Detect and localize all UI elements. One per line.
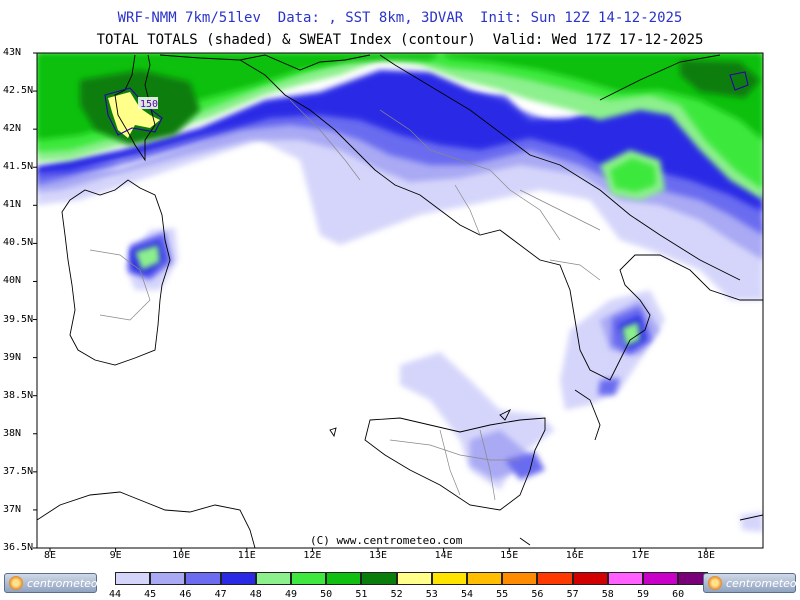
lon-label: 17E	[631, 550, 650, 561]
colorbar-label: 53	[425, 589, 438, 600]
lat-label: 37N	[3, 503, 22, 515]
logo-sun-icon	[708, 576, 722, 590]
colorbar-swatch	[643, 572, 679, 585]
lat-label: 38N	[3, 427, 22, 439]
colorbar-swatch	[572, 572, 608, 585]
logo-text-right: centrometeo	[726, 577, 797, 590]
colorbar-swatch	[185, 572, 221, 585]
lon-label: 10E	[172, 550, 191, 561]
axis-ticks	[33, 52, 707, 552]
lon-label: 13E	[368, 550, 388, 561]
colorbar-swatch	[220, 572, 256, 585]
lat-label: 40.5N	[3, 237, 34, 249]
colorbar-swatch	[467, 572, 503, 585]
colorbar-label: 52	[390, 589, 403, 600]
colorbar-swatch	[255, 572, 291, 585]
logo-text-left: centrometeo	[27, 577, 98, 590]
lon-label: 11E	[237, 550, 256, 561]
colorbar-swatch	[326, 572, 362, 585]
lat-label: 38.5N	[3, 389, 34, 401]
lon-label: 18E	[696, 550, 716, 561]
lat-label: 43N	[3, 47, 22, 58]
colorbar-swatch	[291, 572, 327, 585]
centrometeo-logo-left: centrometeo	[4, 573, 98, 593]
colorbar-swatch	[607, 572, 643, 585]
lon-label: 14E	[434, 550, 453, 561]
colorbar-label: 49	[284, 589, 298, 600]
colorbar-label: 47	[214, 589, 227, 600]
lon-label: 15E	[500, 550, 519, 561]
colorbar-label: 60	[672, 589, 685, 600]
shaded-field-52	[108, 92, 160, 138]
colorbar-swatch	[396, 572, 432, 585]
map-frame	[36, 52, 764, 549]
lat-label: 39.5N	[3, 313, 34, 325]
colorbar-label: 57	[566, 589, 579, 600]
colorbar-label: 50	[320, 589, 333, 600]
lat-label: 36.5N	[3, 542, 34, 553]
colorbar-label: 54	[460, 589, 474, 600]
copyright-text: (C) www.centrometeo.com	[310, 534, 463, 547]
lon-label: 12E	[303, 550, 322, 561]
lat-label: 39N	[3, 351, 22, 363]
lat-label: 42N	[3, 123, 22, 135]
lat-label: 41N	[3, 199, 22, 211]
colorbar-swatch	[361, 572, 397, 585]
lat-label: 37.5N	[3, 465, 34, 477]
lon-label: 16E	[565, 550, 584, 561]
colorbar: centrometeo 44 45 46 47 48 49 50 51 52 53 54 55 56 57…	[0, 568, 800, 600]
colorbar-label: 58	[601, 589, 614, 600]
lat-label: 41.5N	[3, 161, 34, 173]
colorbar-label: 44	[108, 589, 122, 600]
colorbar-label: 55	[496, 589, 509, 600]
chart-title-model: WRF-NMM 7km/51lev Data: , SST 8km, 3DVAR…	[117, 10, 683, 26]
colorbar-label: 46	[179, 589, 192, 600]
region-borders	[89, 99, 601, 501]
centrometeo-logo-right: centrometeo	[703, 573, 797, 593]
colorbar-label: 51	[355, 589, 368, 600]
lon-label: 8E	[43, 550, 57, 561]
lat-label: 42.5N	[3, 85, 34, 97]
colorbar-swatch	[115, 572, 151, 585]
colorbar-label: 59	[636, 589, 650, 600]
colorbar-swatch	[431, 572, 467, 585]
lat-label: 40N	[3, 275, 22, 287]
colorbar-label: 56	[531, 589, 544, 600]
lon-label: 9E	[109, 550, 122, 561]
sweat-contour-label: 150	[140, 99, 158, 110]
colorbar-swatch	[537, 572, 573, 585]
colorbar-swatch	[502, 572, 538, 585]
colorbar-swatch	[150, 572, 186, 585]
sweat-contour	[104, 71, 749, 136]
coastlines	[37, 54, 763, 548]
logo-sun-icon	[9, 576, 23, 590]
colorbar-label: 48	[249, 589, 262, 600]
chart-title-fields: TOTAL TOTALS (shaded) & SWEAT Index (con…	[96, 32, 704, 48]
colorbar-label: 45	[144, 589, 157, 600]
